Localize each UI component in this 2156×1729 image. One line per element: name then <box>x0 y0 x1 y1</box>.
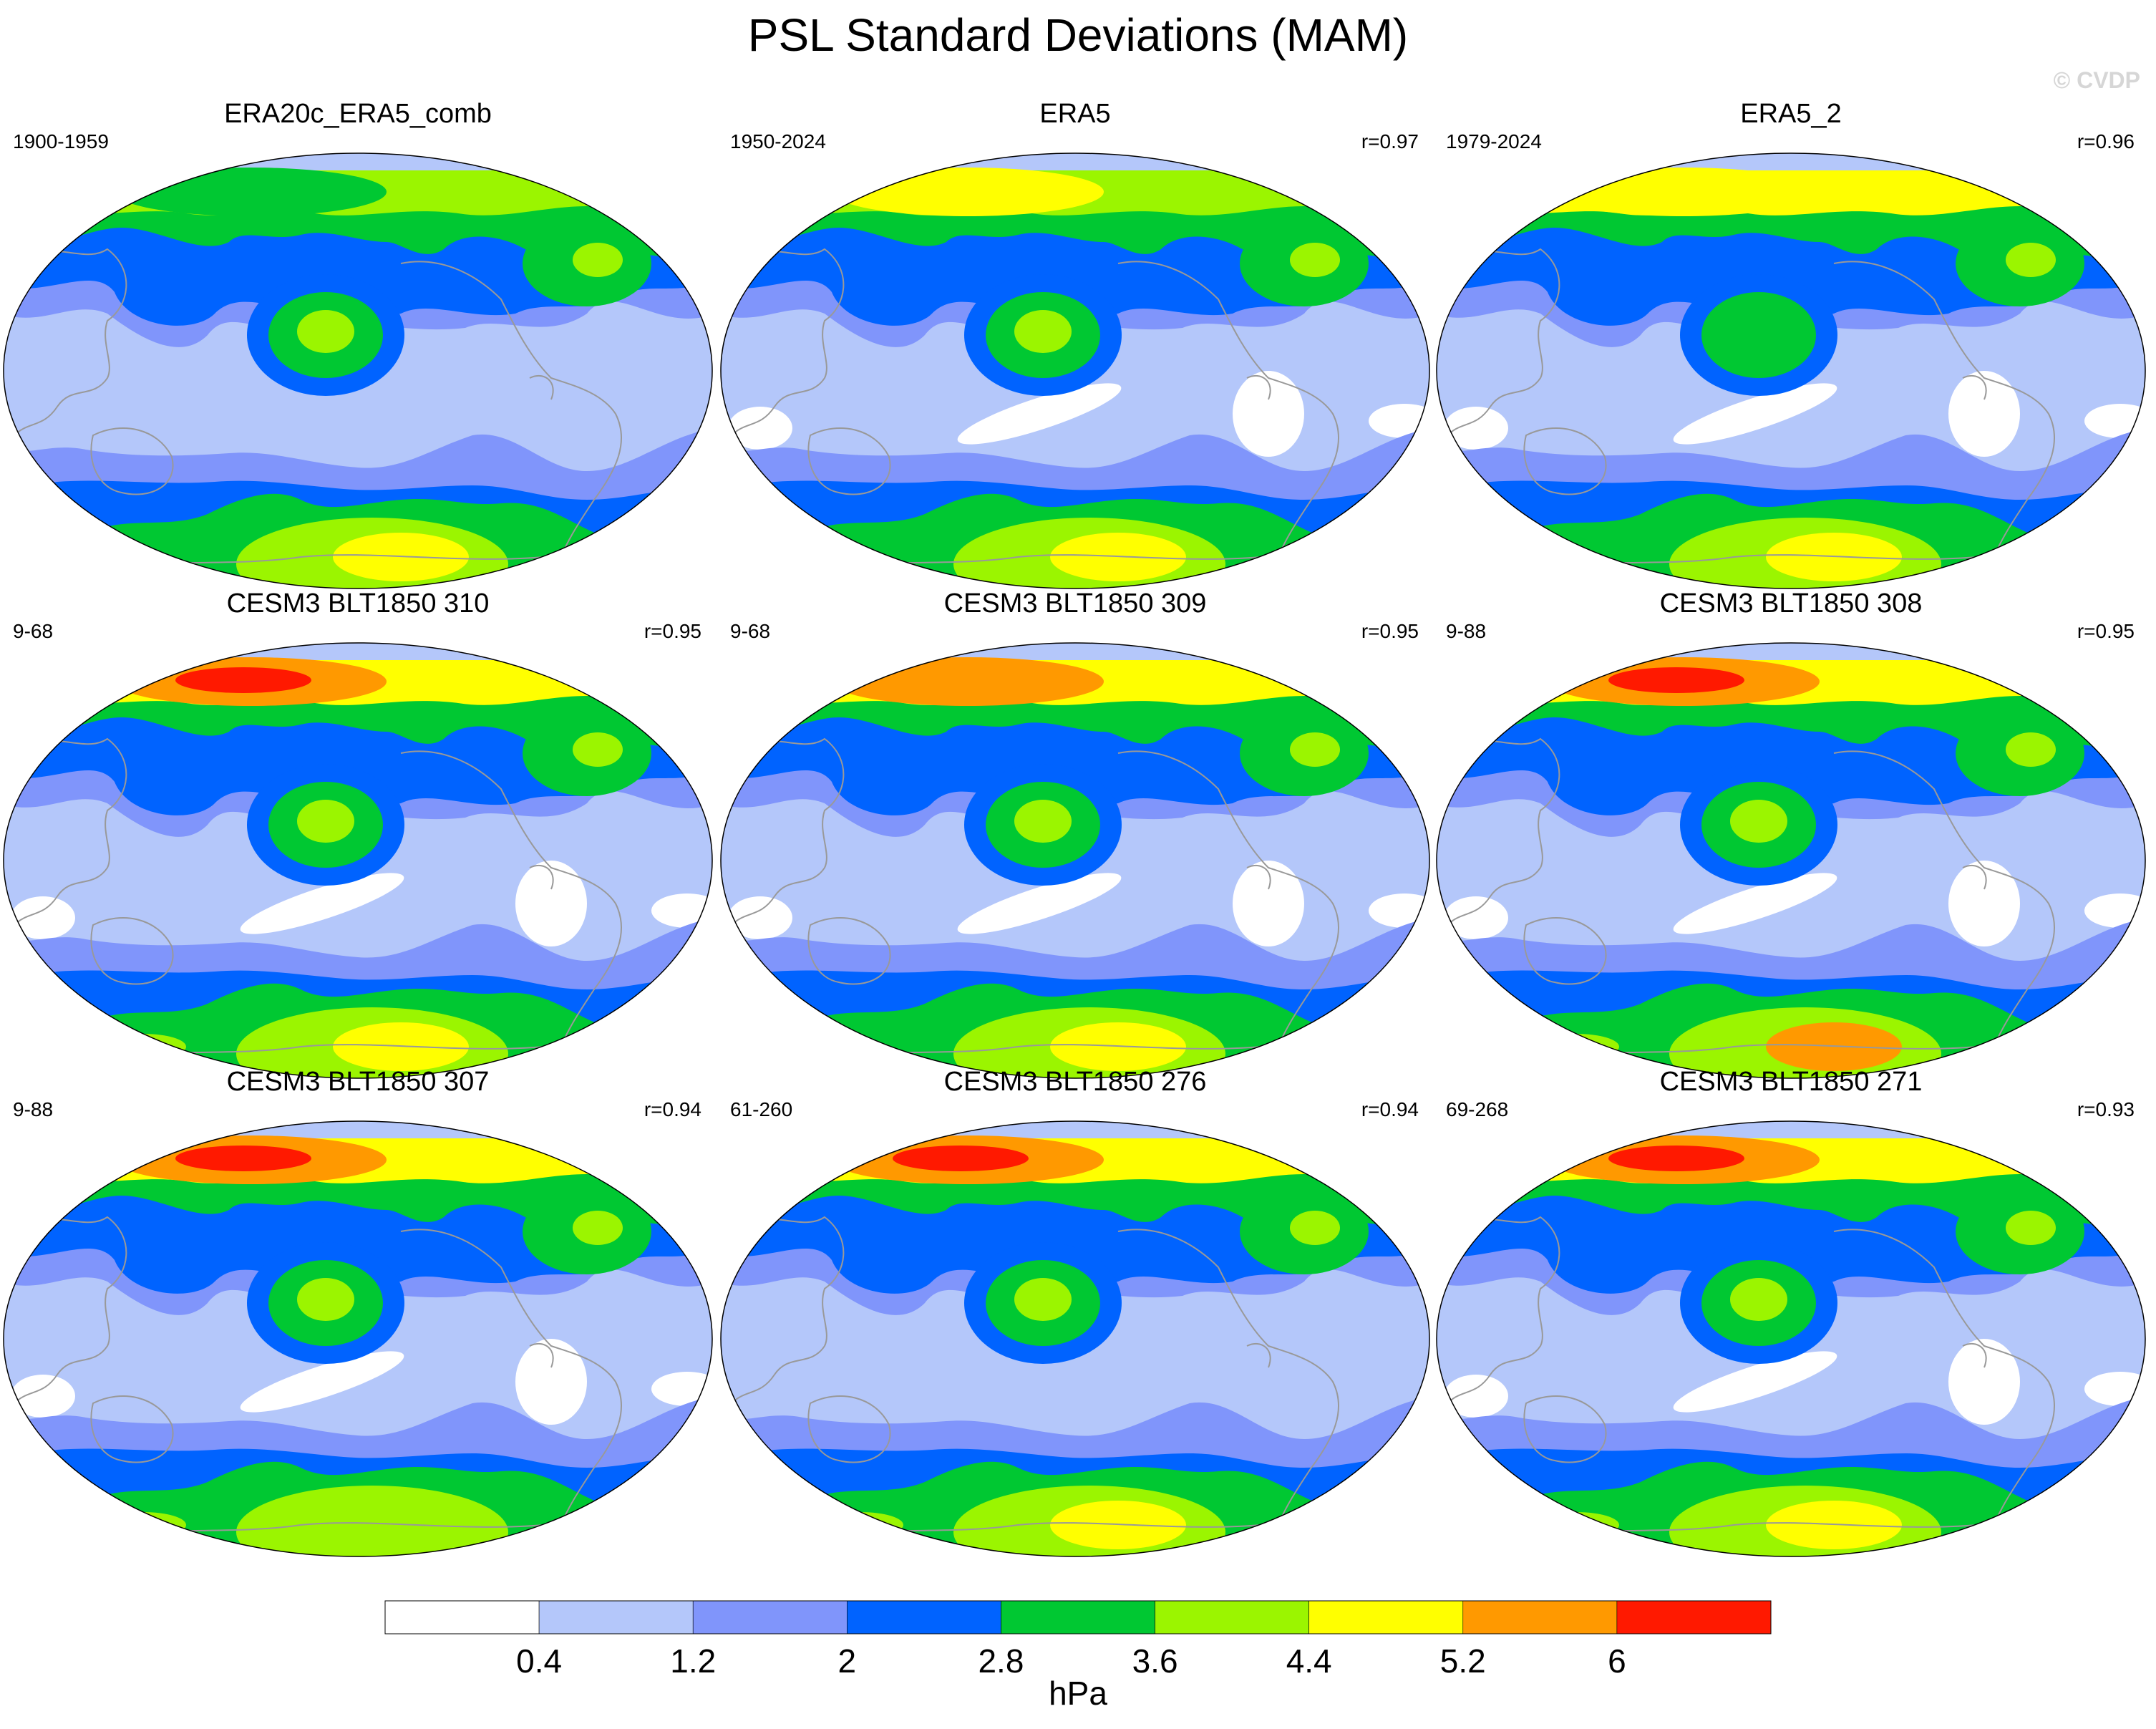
panel-years: 9-88 <box>13 1098 54 1120</box>
colorbar-swatch <box>538 1600 694 1634</box>
colorbar-swatch <box>1155 1600 1309 1634</box>
shaded-field <box>1437 643 2145 1078</box>
panel-years: 1900-1959 <box>13 130 109 152</box>
shaded-field <box>1437 153 2145 589</box>
panel-title: CESM3 BLT1850 310 <box>226 589 490 619</box>
colorbar-swatch <box>384 1600 540 1634</box>
map-plot <box>3 1120 713 1557</box>
colorbar-swatch <box>692 1600 848 1634</box>
map-panel: ERA5_2 1979-2024 r=0.96 <box>1433 99 2149 593</box>
map-panel: CESM3 BLT1850 309 9-68 r=0.95 <box>717 589 1433 1083</box>
panel-correlation: r=0.95 <box>2077 620 2135 642</box>
panel-title: CESM3 BLT1850 271 <box>1659 1067 1923 1097</box>
colorbar-swatch <box>1308 1600 1464 1634</box>
colorbar-swatch <box>1001 1600 1155 1634</box>
panel-correlation: r=0.95 <box>644 620 701 642</box>
panel-correlation: r=0.96 <box>2077 130 2135 152</box>
map-plot <box>1436 642 2146 1079</box>
panel-years: 9-68 <box>730 620 771 642</box>
map-plot <box>1436 1120 2146 1557</box>
panel-years: 9-88 <box>1446 620 1487 642</box>
map-plot <box>720 642 1430 1079</box>
panel-title: ERA5_2 <box>1740 99 1842 129</box>
panel-years: 9-68 <box>13 620 54 642</box>
shaded-field <box>1437 1121 2145 1556</box>
cvdp-watermark: © CVDP <box>2053 67 2140 93</box>
panel-years: 1950-2024 <box>730 130 826 152</box>
shaded-field <box>721 1121 1429 1556</box>
shaded-field <box>4 1121 712 1556</box>
panel-correlation: r=0.97 <box>1361 130 1419 152</box>
colorbar-swatch <box>1462 1600 1618 1634</box>
panel-correlation: r=0.94 <box>1361 1098 1419 1120</box>
panel-correlation: r=0.95 <box>1361 620 1419 642</box>
panel-correlation: r=0.93 <box>2077 1098 2135 1120</box>
shaded-field <box>721 643 1429 1078</box>
shaded-field <box>721 153 1429 589</box>
colorbar-swatch <box>847 1600 1001 1634</box>
panel-title: CESM3 BLT1850 308 <box>1659 589 1923 619</box>
panel-title: ERA20c_ERA5_comb <box>224 99 492 129</box>
panel-years: 69-268 <box>1446 1098 1509 1120</box>
panel-correlation: r=0.94 <box>644 1098 701 1120</box>
shaded-field <box>4 153 712 589</box>
map-panel: CESM3 BLT1850 276 61-260 r=0.94 <box>717 1067 1433 1561</box>
map-panel: ERA5 1950-2024 r=0.97 <box>717 99 1433 593</box>
map-panel: CESM3 BLT1850 308 9-88 r=0.95 <box>1433 589 2149 1083</box>
shaded-field <box>4 643 712 1078</box>
map-plot <box>1436 152 2146 589</box>
map-panel: CESM3 BLT1850 271 69-268 r=0.93 <box>1433 1067 2149 1561</box>
map-plot <box>3 642 713 1079</box>
panel-title: ERA5 <box>1039 99 1111 129</box>
map-panel: CESM3 BLT1850 307 9-88 r=0.94 <box>0 1067 716 1561</box>
figure-title: PSL Standard Deviations (MAM) <box>747 9 1409 61</box>
map-plot <box>720 152 1430 589</box>
panel-title: CESM3 BLT1850 307 <box>226 1067 490 1097</box>
map-panel: CESM3 BLT1850 310 9-68 r=0.95 <box>0 589 716 1083</box>
panel-years: 61-260 <box>730 1098 793 1120</box>
panel-title: CESM3 BLT1850 276 <box>943 1067 1207 1097</box>
colorbar-units-label: hPa <box>1049 1675 1107 1712</box>
panel-title: CESM3 BLT1850 309 <box>943 589 1207 619</box>
map-plot <box>720 1120 1430 1557</box>
panel-years: 1979-2024 <box>1446 130 1542 152</box>
map-panel: ERA20c_ERA5_comb 1900-1959 <box>0 99 716 593</box>
map-plot <box>3 152 713 589</box>
colorbar-swatch <box>1616 1600 1772 1634</box>
